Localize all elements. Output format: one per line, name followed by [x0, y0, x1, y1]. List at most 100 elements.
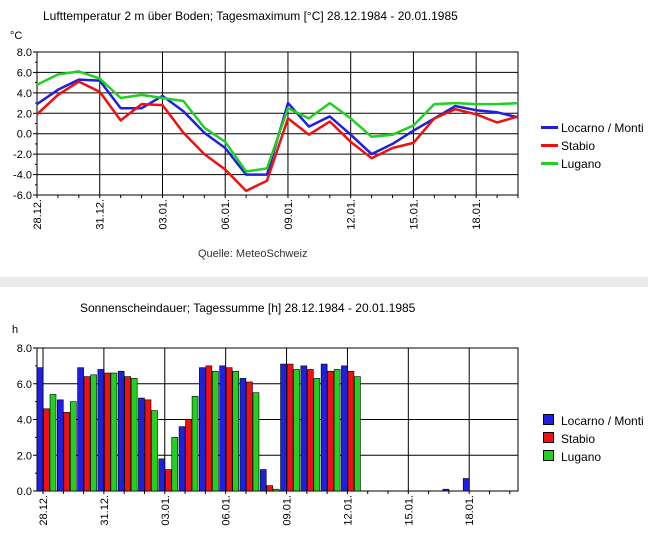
sunshine-x-tick-label: 06.01.	[221, 495, 233, 526]
bar-lugano	[151, 410, 158, 492]
bar-locarno	[117, 370, 125, 492]
series-line-lugano	[36, 70, 519, 173]
temperature-x-tick-label: 28.12.	[32, 199, 44, 230]
sunshine-y-tick-label: 6.0	[17, 379, 32, 391]
bar-lugano	[293, 369, 300, 492]
bar-stabio	[266, 485, 274, 492]
bar-lugano	[69, 401, 77, 492]
bar-lugano	[110, 372, 118, 492]
legend-swatch-locarno	[541, 126, 558, 129]
bar-locarno	[219, 365, 226, 492]
bar-stabio	[43, 408, 50, 492]
bar-locarno	[239, 378, 247, 492]
bar-lugano	[232, 370, 239, 492]
bar-locarno	[442, 488, 450, 492]
bar-lugano	[272, 488, 280, 492]
temperature-chart-title: Lufttemperatur 2 m über Boden; Tagesmaxi…	[43, 9, 458, 23]
sunshine-x-tick-label: 12.01.	[342, 495, 354, 526]
bar-locarno	[199, 367, 206, 492]
bar-stabio	[83, 376, 91, 492]
series-line-stabio	[36, 80, 519, 193]
bar-stabio	[104, 372, 111, 492]
bar-locarno	[138, 397, 145, 492]
bar-locarno	[280, 363, 287, 492]
bar-stabio	[347, 370, 355, 492]
sunshine-bar-chart: 8.0 6.0 4.0 2.0 0.0 28.12. 31.12. 03.01. 06.01. 0…	[17, 343, 519, 526]
bar-stabio	[164, 469, 172, 492]
legend-swatch-locarno	[543, 414, 554, 425]
sunshine-x-tick-label: 15.01.	[403, 495, 415, 526]
legend-label-lugano: Lugano	[561, 157, 602, 171]
bar-locarno	[77, 367, 84, 492]
legend-swatch-stabio	[541, 144, 558, 147]
legend-swatch-stabio	[543, 432, 554, 443]
sunshine-x-tick-label: 03.01.	[160, 495, 172, 526]
temperature-x-tick-label: 12.01.	[346, 199, 358, 230]
temperature-y-tick-label: -6.0	[13, 190, 32, 202]
bar-lugano	[171, 437, 179, 492]
sunshine-chart-title: Sonnenscheindauer; Tagessumme [h] 28.12.…	[80, 301, 416, 315]
bar-lugano	[354, 376, 361, 492]
temperature-x-tick-label: 09.01.	[283, 199, 295, 230]
bar-locarno	[320, 363, 328, 492]
bar-stabio	[205, 365, 213, 492]
temperature-x-tick-label: 18.01.	[471, 199, 483, 230]
source-note: Quelle: MeteoSchweiz	[198, 248, 308, 260]
sunshine-x-tick-label: 28.12.	[38, 495, 50, 526]
sunshine-y-unit: h	[12, 324, 19, 336]
bar-locarno	[158, 458, 166, 492]
sunshine-chart-panel: Sonnenscheindauer; Tagessumme [h] 28.12.…	[0, 287, 648, 537]
temperature-plot-area	[36, 51, 519, 196]
bar-lugano	[49, 394, 57, 492]
bar-lugano	[333, 369, 341, 492]
bar-locarno	[56, 399, 64, 492]
bar-locarno	[259, 469, 267, 492]
bar-stabio	[144, 399, 152, 492]
legend-label-locarno: Locarno / Monti	[561, 414, 644, 428]
bar-stabio	[185, 419, 192, 492]
legend-label-lugano: Lugano	[561, 450, 602, 464]
temperature-x-tick-label: 03.01.	[157, 199, 169, 230]
legend-label-locarno: Locarno / Monti	[561, 121, 644, 135]
bar-locarno	[300, 365, 308, 492]
sunshine-y-tick-label: 8.0	[17, 343, 32, 355]
temperature-x-tick-label: 06.01.	[220, 199, 232, 230]
bar-stabio	[63, 412, 71, 492]
bar-stabio	[225, 367, 233, 492]
legend-label-stabio: Stabio	[561, 139, 596, 153]
bar-locarno	[341, 365, 348, 492]
bar-stabio	[286, 363, 294, 492]
legend-label-stabio: Stabio	[561, 432, 596, 446]
bar-stabio	[124, 376, 131, 492]
bar-lugano	[130, 378, 138, 492]
bar-locarno	[36, 367, 44, 492]
sunshine-y-tick-label: 0.0	[17, 486, 32, 498]
sunshine-y-tick-label: 4.0	[17, 415, 32, 427]
sunshine-x-tick-label: 31.12.	[99, 495, 111, 526]
temperature-y-tick-label: 8.0	[17, 47, 32, 59]
temperature-x-tick-label: 15.01.	[408, 199, 420, 230]
bar-lugano	[191, 395, 199, 492]
bar-locarno	[97, 369, 105, 492]
bar-locarno	[178, 426, 186, 492]
bar-locarno	[462, 478, 470, 492]
legend-swatch-lugano	[541, 162, 558, 165]
sunshine-x-tick-label: 09.01.	[282, 495, 294, 526]
bar-stabio	[327, 370, 334, 492]
legend-swatch-lugano	[543, 450, 554, 461]
temperature-y-tick-label: -2.0	[13, 149, 32, 161]
bar-lugano	[252, 392, 260, 492]
temperature-y-tick-label: -4.0	[13, 170, 32, 182]
temperature-y-tick-label: 4.0	[17, 88, 32, 100]
temperature-chart-panel: Lufttemperatur 2 m über Boden; Tagesmaxi…	[0, 0, 648, 277]
bar-lugano	[90, 374, 97, 492]
temperature-y-tick-label: 2.0	[17, 108, 32, 120]
temperature-y-unit: °C	[10, 30, 23, 42]
sunshine-x-tick-label: 18.01.	[464, 495, 476, 526]
temperature-y-tick-label: 0.0	[17, 129, 32, 141]
temperature-y-tick-label: 6.0	[17, 67, 32, 79]
bar-lugano	[313, 378, 321, 492]
temperature-line-chart: 8.0 6.0 4.0 2.0 0.0 -2.0 -4.0 -6.028.12. 31.12. 0…	[13, 47, 519, 230]
bar-stabio	[307, 369, 314, 492]
bar-stabio	[246, 381, 253, 492]
